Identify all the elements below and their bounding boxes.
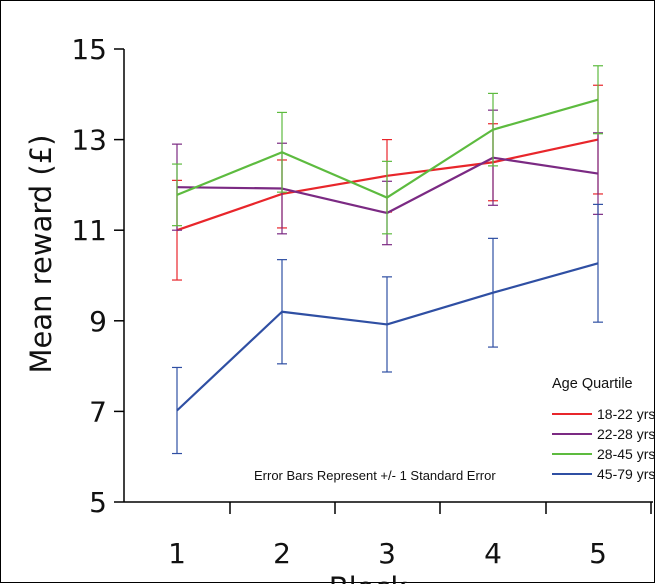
y-tick-label: 9 [89, 305, 107, 338]
x-tick-label: 4 [484, 537, 502, 570]
legend-label: 45-79 yrs [597, 466, 655, 482]
series-line [176, 262, 599, 412]
legend-label: 28-45 yrs [597, 446, 655, 462]
series-line [176, 98, 599, 199]
y-tick-label: 13 [71, 124, 107, 157]
y-tick-label: 11 [71, 214, 107, 247]
y-axis-title: Mean reward (£) [24, 135, 58, 374]
x-axis-title: Block [329, 571, 408, 584]
series-28-45-yrs [172, 65, 603, 235]
legend-label: 18-22 yrs [597, 406, 655, 422]
y-tick-label: 5 [89, 486, 107, 519]
x-tick-label: 1 [168, 537, 186, 570]
x-ticks: 1 2 3 4 5 [168, 502, 652, 570]
series-layer [172, 65, 603, 455]
legend: Age Quartile 18-22 yrs 22-28 yrs 28-45 yrs… [552, 376, 655, 482]
axes [123, 49, 653, 503]
y-tick-label: 15 [71, 33, 107, 66]
x-tick-label: 5 [589, 537, 607, 570]
legend-label: 22-28 yrs [597, 426, 655, 442]
y-ticks: 5 7 9 11 13 15 [71, 33, 124, 519]
x-tick-label: 3 [378, 537, 396, 570]
x-tick-label: 2 [273, 537, 291, 570]
legend-items: 18-22 yrs 22-28 yrs 28-45 yrs 45-79 yrs [552, 406, 655, 482]
error-bar-note: Error Bars Represent +/- 1 Standard Erro… [254, 468, 496, 483]
series-45-79-yrs [172, 203, 603, 455]
y-tick-label: 7 [89, 395, 107, 428]
legend-title: Age Quartile [552, 376, 633, 392]
